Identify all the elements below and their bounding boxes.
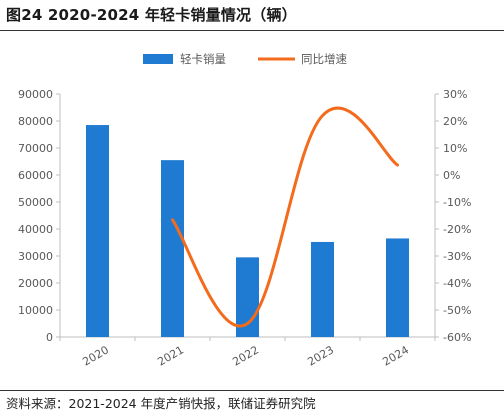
right-tick-label: -10% <box>443 196 471 209</box>
right-tick-label: -40% <box>443 277 471 290</box>
right-tick-label: -20% <box>443 223 471 236</box>
x-tick-label: 2021 <box>155 343 186 368</box>
left-tick-label: 70000 <box>18 142 53 155</box>
bar <box>311 241 334 337</box>
combo-chart: 轻卡销量 同比增速 0 10000 20000 30000 40000 50000 60000… <box>18 52 471 369</box>
bar <box>86 125 109 337</box>
growth-line <box>171 106 399 328</box>
right-tick-label: 10% <box>443 142 467 155</box>
right-tick-label: -60% <box>443 331 471 344</box>
bar <box>161 160 184 337</box>
left-tick-label: 80000 <box>18 115 53 128</box>
bar-series <box>86 125 409 337</box>
legend-line-label: 同比增速 <box>301 52 347 66</box>
left-tick-label: 30000 <box>18 250 53 263</box>
left-tick-label: 20000 <box>18 277 53 290</box>
chart-title: 图24 2020-2024 年轻卡销量情况（辆） <box>6 6 297 24</box>
right-tick-label: 30% <box>443 88 467 101</box>
legend-bar-label: 轻卡销量 <box>180 52 226 66</box>
left-tick-label: 40000 <box>18 223 53 236</box>
right-tick-label: 0% <box>443 169 460 182</box>
right-tick-label: -30% <box>443 250 471 263</box>
bar <box>386 238 409 337</box>
legend-bar-swatch <box>143 54 173 64</box>
left-tick-label: 10000 <box>18 304 53 317</box>
x-tick-label: 2022 <box>230 343 261 368</box>
left-tick-label: 50000 <box>18 196 53 209</box>
x-tick-label: 2023 <box>305 343 336 368</box>
right-tick-label: -50% <box>443 304 471 317</box>
title-rule <box>0 30 504 31</box>
x-tick-label: 2024 <box>380 343 411 368</box>
legend: 轻卡销量 同比增速 <box>143 52 347 66</box>
source-rule <box>0 390 504 391</box>
source-note: 资料来源：2021-2024 年度产销快报，联储证券研究院 <box>6 396 316 411</box>
left-tick-label: 90000 <box>18 88 53 101</box>
x-tick-label: 2020 <box>80 343 111 368</box>
line-series <box>171 106 399 328</box>
left-tick-label: 60000 <box>18 169 53 182</box>
left-tick-label: 0 <box>46 331 53 344</box>
right-tick-label: 20% <box>443 115 467 128</box>
axes: 0 10000 20000 30000 40000 50000 60000 70000 8000… <box>18 88 471 369</box>
